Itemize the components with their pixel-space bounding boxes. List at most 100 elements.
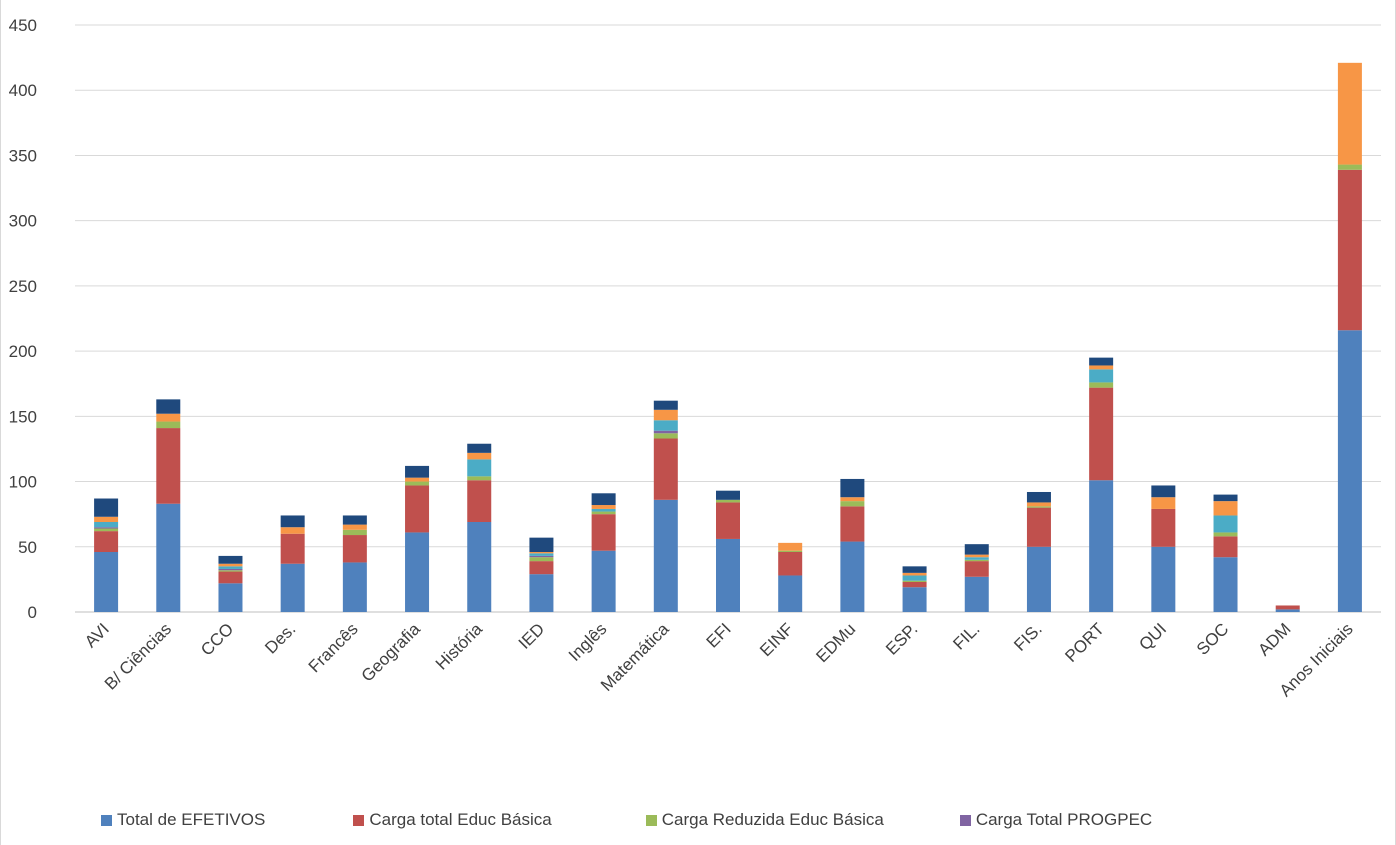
bar-segment (529, 555, 554, 558)
bar-segment (1213, 494, 1238, 502)
bar-segment (218, 563, 243, 567)
bar-segment (156, 503, 181, 612)
bar-segment (280, 563, 305, 612)
bar-segment (218, 570, 243, 572)
bar-segment (591, 505, 616, 509)
bar-segment (716, 499, 740, 503)
bar-segment (94, 528, 119, 532)
bar-segment (467, 480, 492, 522)
y-axis-tick-labels: 0 50 100 150 200 250 300 350 400 450 (9, 16, 37, 622)
bar-segment (1337, 62, 1362, 165)
x-tick-label: PORT (1061, 619, 1108, 666)
x-tick-label: SOC (1193, 619, 1232, 658)
bar-segment (1213, 501, 1238, 516)
bar-segment (342, 524, 367, 530)
bar-segment (1151, 497, 1176, 509)
bar-segment (902, 581, 927, 588)
bar-segment (964, 561, 989, 577)
bar-segment (467, 452, 492, 460)
bar-segment (902, 572, 927, 576)
bar-segment (653, 409, 678, 421)
legend-label-carga-reduzida-educ-basica: Carga Reduzida Educ Básica (661, 810, 884, 829)
bar-segment (1151, 508, 1176, 547)
bar-segment (529, 574, 554, 612)
legend-swatch-carga-total-progpec (959, 814, 971, 826)
bar-segment (840, 541, 865, 612)
bar-segment (1089, 382, 1114, 388)
bar-segment (218, 555, 243, 564)
x-tick-label: B/ Ciências (101, 619, 175, 693)
bar-segment (280, 515, 305, 528)
legend-label-carga-total-educ-basica: Carga total Educ Básica (369, 810, 552, 829)
bar-segment (405, 465, 430, 478)
bar-segment (280, 527, 305, 534)
x-tick-label: QUI (1135, 619, 1170, 654)
y-tick-label: 100 (9, 473, 37, 492)
bar-segment (716, 502, 740, 539)
legend-item-carga-total-progpec: Carga Total PROGPEC (959, 810, 1153, 830)
bar-segment (529, 557, 554, 562)
bar-segment (1337, 330, 1362, 612)
bar-segment (156, 399, 181, 414)
y-tick-label: 450 (9, 16, 37, 35)
bar-segment (840, 497, 865, 502)
bar-segment (591, 508, 616, 512)
bar-segment (1089, 365, 1114, 370)
x-tick-label: IED (515, 619, 548, 652)
bar-segment (1089, 480, 1114, 612)
bar-segment (653, 430, 678, 434)
bar-segment (591, 511, 616, 515)
x-tick-label: Geografia (358, 619, 425, 686)
x-tick-label: FIL. (949, 619, 983, 653)
bar-segment (94, 551, 119, 612)
bar-segment (902, 566, 927, 573)
bar-segment (964, 544, 989, 555)
bar-segment (902, 587, 927, 612)
bar-segment (218, 568, 243, 571)
bar-segment (1337, 164, 1362, 170)
bar-segment (1026, 491, 1051, 503)
bar-segment (1026, 506, 1051, 508)
x-tick-label: Francês (305, 619, 362, 676)
y-tick-label: 50 (18, 538, 37, 557)
x-tick-label: EINF (756, 619, 797, 660)
bar-segment (467, 459, 492, 477)
bar-segment (342, 562, 367, 612)
bar-segment (840, 506, 865, 542)
bar-segment (902, 575, 927, 581)
bar-segment (778, 575, 803, 612)
bar-segment (964, 554, 989, 558)
bar-segment (94, 527, 119, 529)
bar-segment (716, 538, 740, 612)
x-tick-label: FIS. (1010, 619, 1045, 654)
bar-segment (405, 477, 430, 482)
bar-segment (156, 421, 181, 429)
legend-label-total-efetivos: Total de EFETIVOS (117, 810, 266, 829)
bar-segment (1089, 387, 1114, 481)
y-tick-label: 350 (9, 146, 37, 165)
x-tick-label: Des. (261, 619, 299, 657)
bar-segment (94, 516, 119, 522)
bar-segment (591, 550, 616, 612)
bar-segment (1026, 507, 1051, 547)
bar-segment (1026, 502, 1051, 507)
bar-segment (156, 413, 181, 422)
legend: Total de EFETIVOS Carga total Educ Básic… (101, 808, 1152, 832)
bar-segment (653, 400, 678, 410)
bar-segment (1213, 532, 1238, 537)
bar-segment (342, 529, 367, 536)
bar-segment (94, 531, 119, 552)
legend-swatch-carga-total-educ-basica (353, 814, 365, 826)
bar-segment (218, 566, 243, 569)
x-tick-label: ESP. (882, 619, 921, 658)
bar-segment (778, 551, 803, 576)
bar-segment (840, 478, 865, 498)
bar-segment (405, 485, 430, 533)
legend-label-carga-total-progpec: Carga Total PROGPEC (975, 810, 1153, 829)
bar-segment (902, 580, 927, 582)
bar-segment (840, 501, 865, 507)
bar-segment (467, 521, 492, 612)
bar-segment (964, 557, 989, 560)
